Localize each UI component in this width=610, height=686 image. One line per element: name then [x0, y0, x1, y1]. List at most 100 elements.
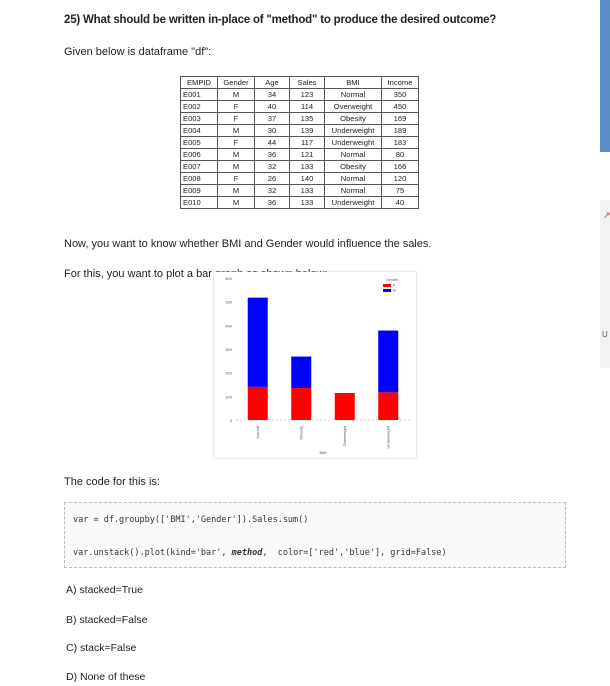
- table-cell: E006: [180, 148, 218, 161]
- y-tick-label: 300: [225, 347, 232, 352]
- x-tick-label: Normal: [255, 426, 260, 439]
- table-header: Sales: [289, 76, 325, 89]
- table-cell: 135: [289, 112, 325, 125]
- bar-f-underweight: [378, 392, 399, 420]
- table-cell: 114: [289, 100, 325, 113]
- table-cell: M: [217, 160, 255, 173]
- table-cell: Underweight: [324, 124, 382, 137]
- table-cell: 80: [381, 148, 419, 161]
- table-row: E008 F 26 140 Normal 120: [180, 172, 419, 185]
- table-header: EMPID: [180, 76, 218, 89]
- table-cell: F: [217, 100, 255, 113]
- y-tick-label: 400: [225, 323, 232, 328]
- table-cell: E004: [180, 124, 218, 137]
- table-header-row: EMPID Gender Age Sales BMI Income: [180, 76, 419, 89]
- table-cell: 40: [381, 196, 419, 209]
- table-cell: 450: [381, 100, 419, 113]
- table-cell: 120: [381, 172, 419, 185]
- table-row: E004 M 30 139 Underweight 189: [180, 124, 419, 137]
- table-cell: Underweight: [324, 136, 382, 149]
- table-cell: 30: [254, 124, 290, 137]
- y-tick-label: 600: [225, 276, 232, 281]
- table-cell: 133: [289, 196, 325, 209]
- table-cell: 350: [381, 88, 419, 101]
- table-cell: 189: [381, 124, 419, 137]
- table-cell: E010: [180, 196, 218, 209]
- table-cell: 32: [254, 160, 290, 173]
- table-header: Gender: [217, 76, 255, 89]
- table-cell: Overweight: [324, 100, 382, 113]
- table-cell: 133: [289, 184, 325, 197]
- table-cell: 37: [254, 112, 290, 125]
- table-cell: 40: [254, 100, 290, 113]
- table-cell: Normal: [324, 172, 382, 185]
- table-cell: 140: [289, 172, 325, 185]
- table-header: BMI: [324, 76, 382, 89]
- table-cell: F: [217, 112, 255, 125]
- table-cell: E002: [180, 100, 218, 113]
- x-tick-label: Obesity: [298, 426, 303, 440]
- code-method-keyword: method: [231, 548, 263, 558]
- table-cell: Normal: [324, 184, 382, 197]
- y-tick-label: 200: [225, 371, 232, 376]
- table-cell: 139: [289, 124, 325, 137]
- paragraph-bmi-gender: Now, you want to know whether BMI and Ge…: [64, 238, 432, 250]
- table-cell: E007: [180, 160, 218, 173]
- legend-swatch-f: [383, 284, 391, 287]
- option-a[interactable]: A) stacked=True: [66, 584, 143, 596]
- legend-swatch-m: [383, 289, 391, 292]
- bar-m-underweight: [378, 330, 399, 393]
- table-row: E010 M 36 133 Underweight 40: [180, 196, 419, 209]
- code-line-2-pre: var.unstack().plot(kind='bar',: [73, 548, 232, 558]
- table-cell: E001: [180, 88, 218, 101]
- y-tick-label: 100: [225, 394, 232, 399]
- table-cell: 133: [289, 160, 325, 173]
- table-row: E002 F 40 114 Overweight 450: [180, 100, 419, 113]
- bar-f-obesity: [291, 388, 312, 420]
- table-cell: Normal: [324, 88, 382, 101]
- table-row: E005 F 44 117 Underweight 183: [180, 136, 419, 149]
- table-cell: 34: [254, 88, 290, 101]
- table-cell: E005: [180, 136, 218, 149]
- table-cell: E008: [180, 172, 218, 185]
- table-cell: 183: [381, 136, 419, 149]
- table-cell: E009: [180, 184, 218, 197]
- option-d[interactable]: D) None of these: [66, 671, 146, 683]
- bar-f-normal: [247, 386, 268, 420]
- option-c[interactable]: C) stack=False: [66, 642, 137, 654]
- chart-svg: 0 100 200 300 400 500 600 Normal Obesity Overweig…: [225, 276, 410, 455]
- x-tick-label: Underweight: [385, 425, 390, 448]
- table-row: E009 M 32 133 Normal 75: [180, 184, 419, 197]
- code-label: The code for this is:: [64, 476, 160, 488]
- table-row: E001 M 34 123 Normal 350: [180, 88, 419, 101]
- table-header: Income: [381, 76, 419, 89]
- x-axis-label: BMI: [319, 450, 326, 455]
- table-cell: Underweight: [324, 196, 382, 209]
- table-row: E003 F 37 135 Obesity 169: [180, 112, 419, 125]
- table-cell: F: [217, 172, 255, 185]
- table-row: E007 M 32 133 Obesity 166: [180, 160, 419, 173]
- table-cell: M: [217, 124, 255, 137]
- side-panel-blue: [600, 0, 610, 152]
- table-cell: M: [217, 184, 255, 197]
- question-title: 25) What should be written in-place of "…: [64, 14, 497, 26]
- y-tick-label: 0: [230, 418, 233, 423]
- code-block: var = df.groupby(['BMI','Gender']).Sales…: [64, 502, 566, 568]
- given-text: Given below is dataframe "df":: [64, 46, 212, 58]
- table-cell: E003: [180, 112, 218, 125]
- table-header: Age: [254, 76, 290, 89]
- x-tick-label: Overweight: [342, 425, 347, 446]
- option-b[interactable]: B) stacked=False: [66, 614, 148, 626]
- table-cell: 166: [381, 160, 419, 173]
- side-panel-gray: [600, 200, 610, 368]
- legend-label-m: M: [393, 289, 396, 293]
- code-line-2-post: , color=['red','blue'], grid=False): [262, 548, 447, 558]
- table-cell: M: [217, 88, 255, 101]
- dataframe-table: EMPID Gender Age Sales BMI Income E001 M 3…: [180, 76, 419, 209]
- table-cell: 36: [254, 148, 290, 161]
- code-line-2: var.unstack().plot(kind='bar', method, c…: [73, 548, 447, 558]
- table-cell: 169: [381, 112, 419, 125]
- code-line-1: var = df.groupby(['BMI','Gender']).Sales…: [73, 515, 309, 525]
- bar-m-obesity: [291, 356, 312, 389]
- stacked-bar-chart: 0 100 200 300 400 500 600 Normal Obesity Overweig…: [214, 272, 416, 458]
